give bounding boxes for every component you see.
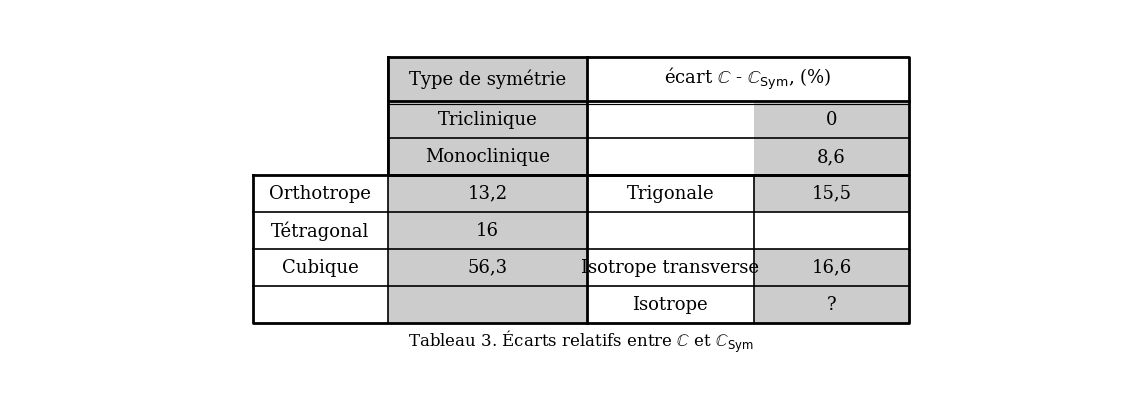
Text: 0: 0 [826, 111, 837, 129]
Text: Cubique: Cubique [282, 259, 358, 277]
Bar [388, 212, 586, 249]
Bar [253, 249, 388, 286]
Bar [388, 286, 586, 323]
Bar [586, 101, 754, 138]
Text: Monoclinique: Monoclinique [425, 148, 550, 166]
Bar [388, 57, 586, 101]
Text: Trigonale: Trigonale [626, 185, 714, 203]
Text: 8,6: 8,6 [818, 148, 846, 166]
Text: 16: 16 [476, 222, 499, 240]
Bar [253, 212, 388, 249]
Bar [586, 138, 754, 175]
Bar [388, 249, 586, 286]
Bar [388, 175, 586, 212]
Bar [754, 138, 909, 175]
Text: Orthotrope: Orthotrope [270, 185, 371, 203]
Text: Isotrope transverse: Isotrope transverse [582, 259, 760, 277]
Text: 15,5: 15,5 [812, 185, 852, 203]
Text: Isotrope: Isotrope [633, 296, 708, 314]
Text: Triclinique: Triclinique [438, 111, 538, 129]
Bar [586, 175, 754, 212]
Text: écart $\mathbb{C}$ - $\mathbb{C}_\mathrm{Sym}$, (%): écart $\mathbb{C}$ - $\mathbb{C}_\mathrm… [665, 66, 831, 92]
Bar [586, 249, 754, 286]
Bar [754, 175, 909, 212]
Text: 56,3: 56,3 [467, 259, 507, 277]
Text: 16,6: 16,6 [811, 259, 852, 277]
Text: 13,2: 13,2 [467, 185, 507, 203]
Bar [253, 175, 388, 212]
Bar [388, 101, 586, 138]
Bar [754, 249, 909, 286]
Bar [586, 212, 754, 249]
Text: Type de symétrie: Type de symétrie [409, 69, 566, 89]
Text: Tableau 3. Écarts relatifs entre $\mathbb{C}$ et $\mathbb{C}_\mathrm{Sym}$: Tableau 3. Écarts relatifs entre $\mathb… [408, 329, 754, 355]
Bar [388, 138, 586, 175]
Bar [586, 57, 909, 101]
Text: Tétragonal: Tétragonal [271, 221, 370, 240]
Bar [754, 101, 909, 138]
Bar [586, 286, 754, 323]
Text: ?: ? [827, 296, 836, 314]
Bar [754, 286, 909, 323]
Bar [754, 212, 909, 249]
